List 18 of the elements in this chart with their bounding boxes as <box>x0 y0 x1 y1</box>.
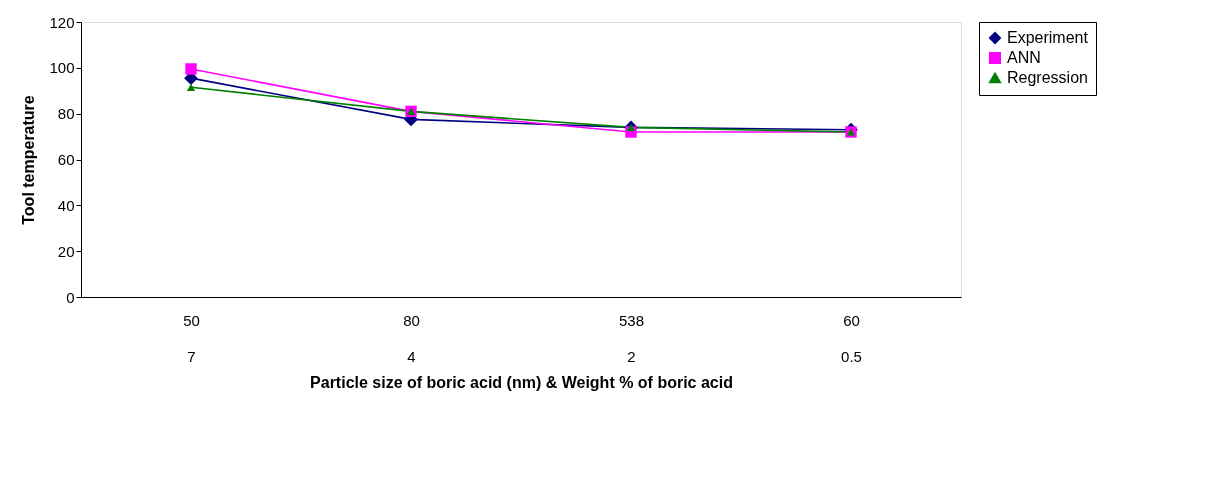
y-tick-label: 120 <box>49 13 75 31</box>
y-axis-title: Tool temperature <box>20 95 38 225</box>
point <box>185 63 197 75</box>
y-tick-label: 80 <box>57 105 75 123</box>
legend-label: Experiment <box>1007 29 1089 46</box>
y-tick-label: 20 <box>57 242 75 260</box>
point <box>186 83 196 91</box>
y-tick-label: 0 <box>66 288 75 306</box>
legend-label: Regression <box>1007 69 1088 86</box>
category-label: 538 2 <box>618 311 645 365</box>
category-label: 80 4 <box>403 311 420 365</box>
x-axis-title: Particle size of boric acid (nm) & Weight % of boric acid <box>310 373 733 391</box>
category-label: 50 7 <box>183 311 200 365</box>
y-tick-label: 60 <box>57 151 75 168</box>
category-label: 60 0.5 <box>841 311 862 365</box>
legend-label: ANN <box>1007 49 1041 66</box>
y-tick-label: 100 <box>49 59 75 77</box>
y-tick-label: 40 <box>57 196 75 214</box>
